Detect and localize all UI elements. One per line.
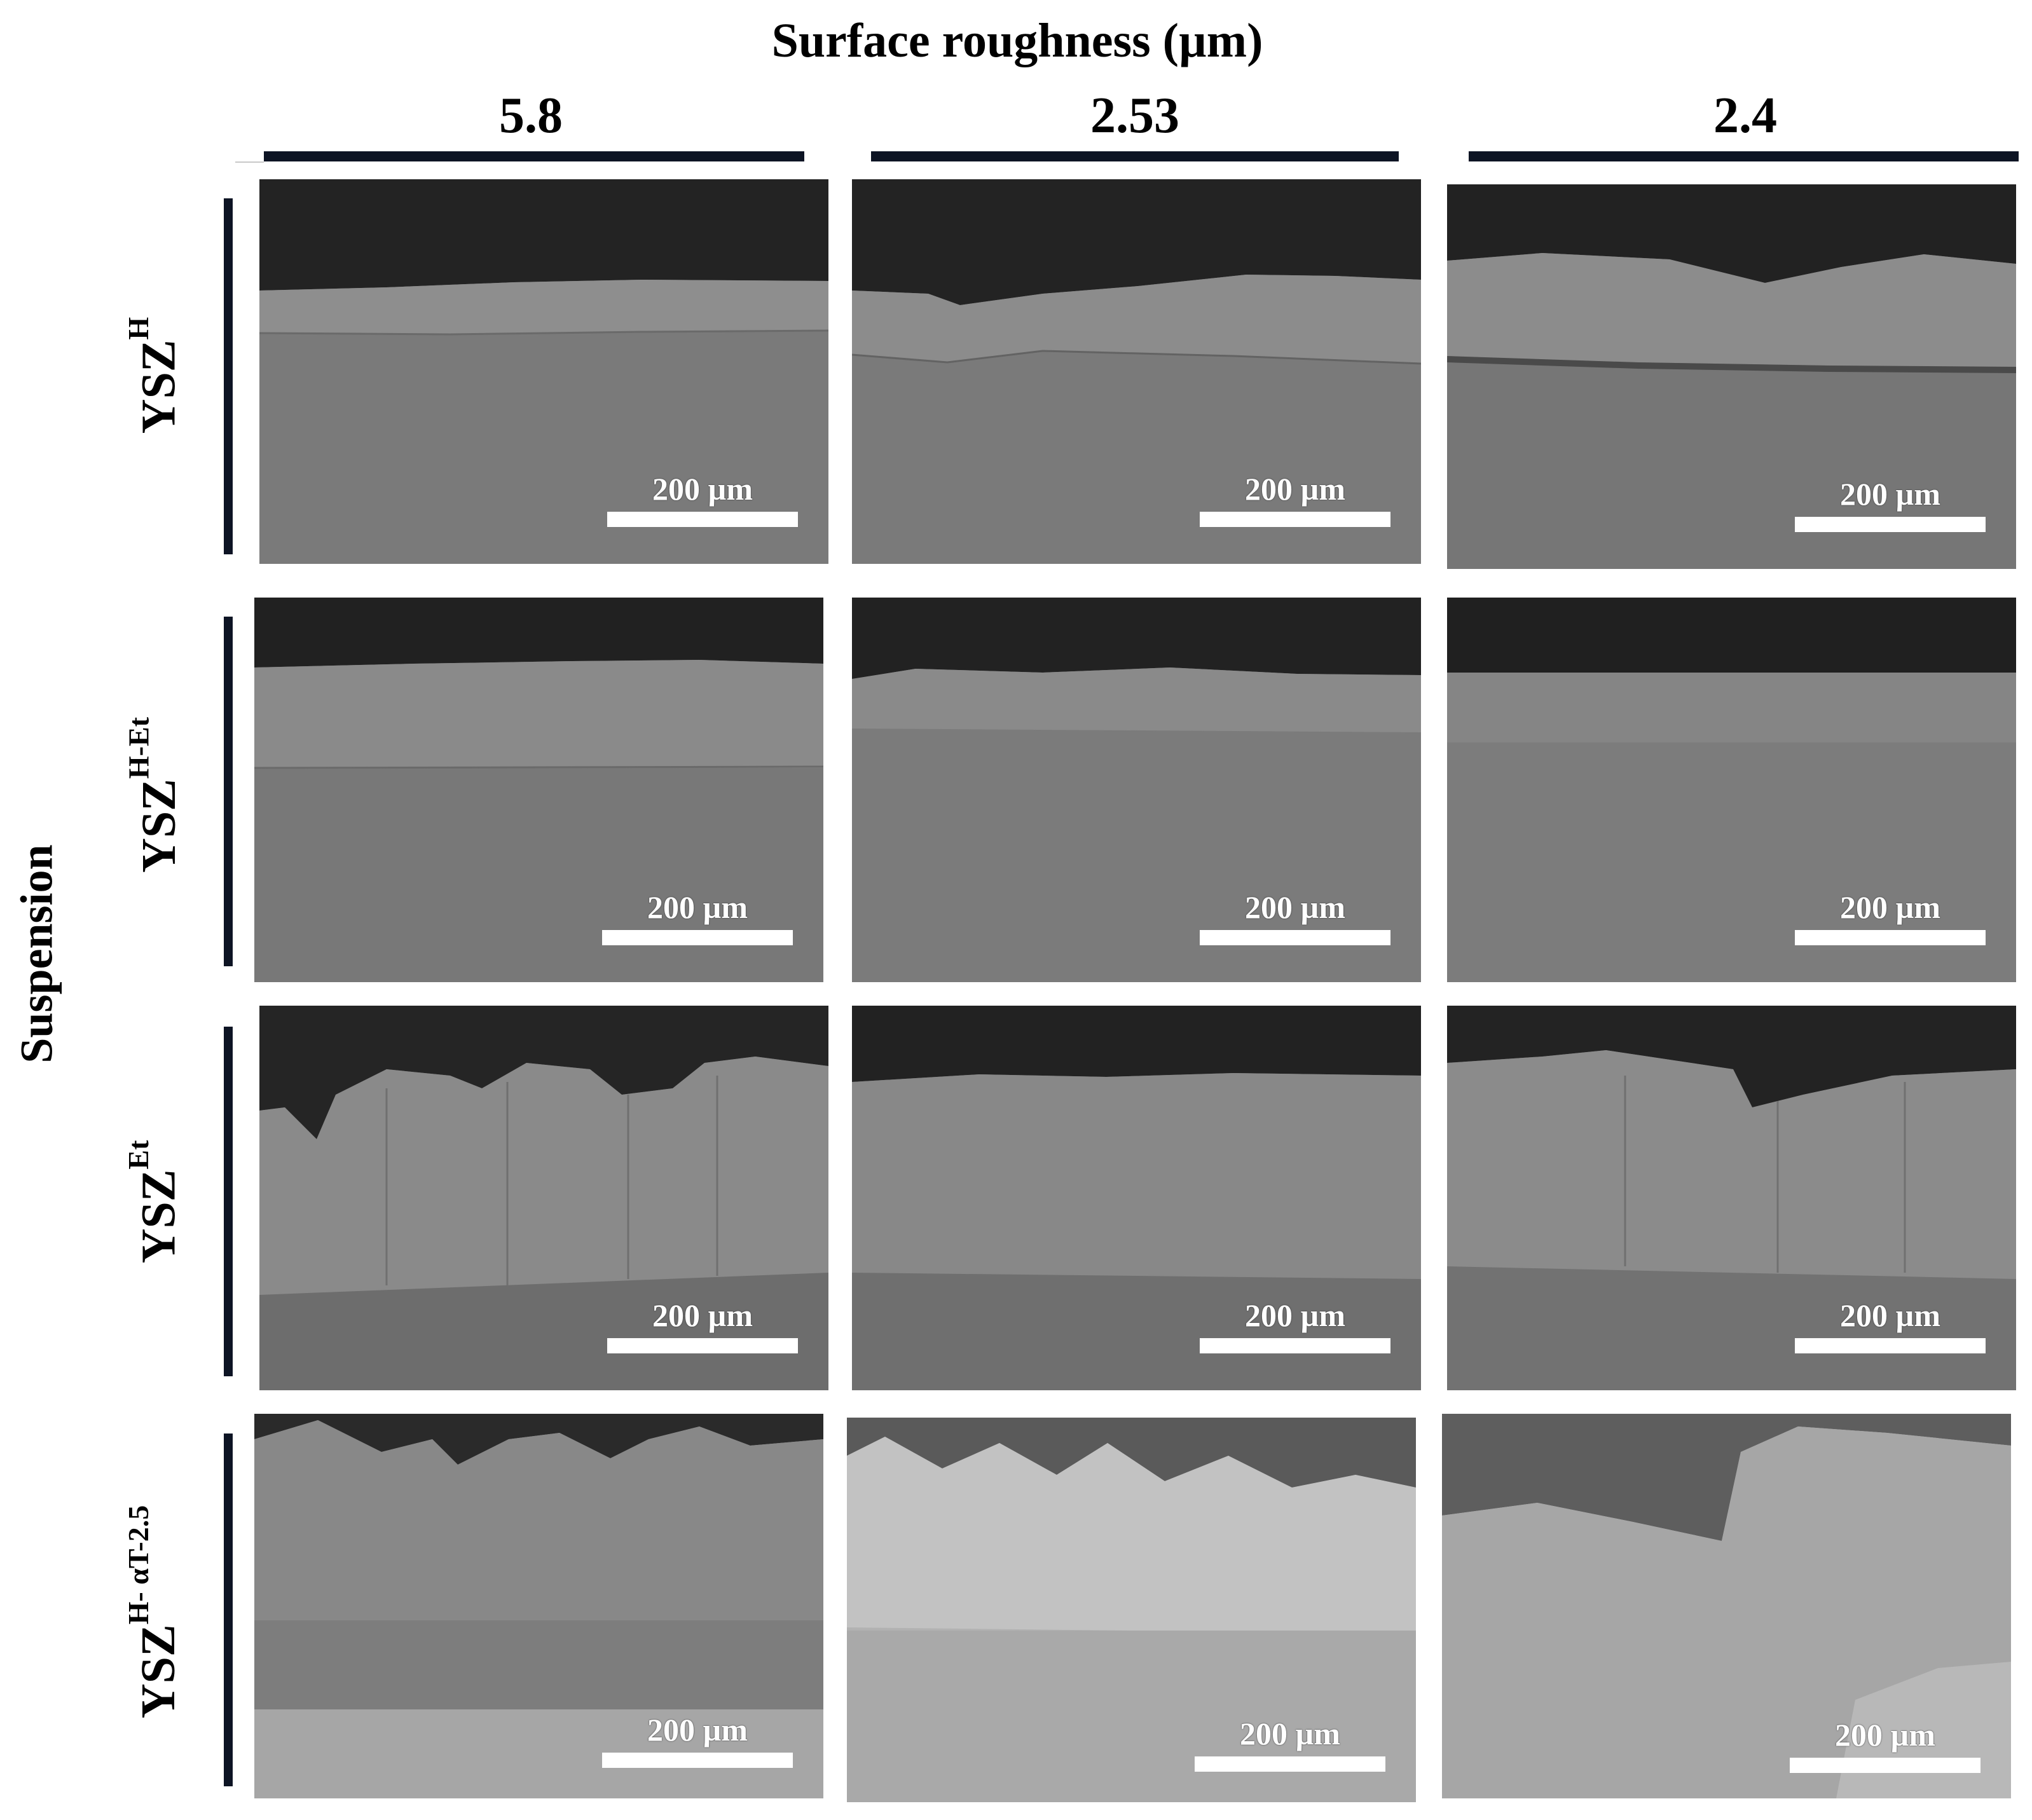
row-bar-3 — [224, 1027, 233, 1376]
row-label-2-sup: H-Et — [122, 716, 155, 779]
scale-bar-label: 200 µm — [1240, 1716, 1340, 1751]
column-header-3: 2.4 — [1713, 88, 1777, 144]
scale-bar-label: 200 µm — [1835, 1717, 1935, 1753]
scale-bar-line — [607, 1338, 798, 1353]
scale-bar-line — [607, 512, 798, 527]
scale-bar-line — [1795, 930, 1986, 945]
scale-bar-line — [1795, 1338, 1986, 1353]
sem-panel-r1-c3: 200 µm — [1447, 184, 2016, 569]
scale-bar: 200 µm — [1200, 888, 1390, 945]
scale-bar: 200 µm — [607, 470, 798, 527]
row-bar-4 — [224, 1433, 233, 1786]
row-label-4-sup: H- αT-2.5 — [122, 1505, 155, 1624]
sem-panel-r3-c3: 200 µm — [1447, 1006, 2016, 1390]
row-label-4-base: YSZ — [132, 1624, 186, 1718]
sem-image — [1447, 184, 2016, 569]
scale-bar: 200 µm — [1795, 475, 1986, 532]
scale-bar-label: 200 µm — [647, 1712, 748, 1748]
figure-title: Surface roughness (µm) — [771, 14, 1263, 67]
row-label-3-sup: Et — [122, 1140, 155, 1170]
scale-bar-label: 200 µm — [647, 889, 748, 925]
scale-bar: 200 µm — [1790, 1716, 1981, 1773]
row-label-2-base: YSZ — [132, 778, 186, 873]
column-bar-3 — [1469, 151, 2019, 161]
row-label-3-base: YSZ — [132, 1169, 186, 1263]
scale-bar-label: 200 µm — [652, 1297, 753, 1333]
sem-panel-r2-c1: 200 µm — [254, 598, 823, 982]
sem-panel-r1-c1: 200 µm — [259, 179, 828, 564]
scale-bar-line — [602, 1753, 793, 1768]
sem-panel-r2-c2: 200 µm — [852, 598, 1421, 982]
suspension-label-text: Suspension — [11, 844, 62, 1064]
scale-bar: 200 µm — [607, 1296, 798, 1353]
scale-bar-line — [1795, 517, 1986, 532]
sem-panel-r1-c2: 200 µm — [852, 179, 1421, 564]
sem-image — [254, 598, 823, 982]
scale-bar: 200 µm — [1795, 888, 1986, 945]
scale-bar-label: 200 µm — [1245, 471, 1345, 507]
row-label-1-base: YSZ — [132, 339, 186, 434]
suspension-axis-label: Suspension — [11, 826, 62, 1081]
scale-bar-label: 200 µm — [1840, 889, 1940, 925]
row-label-2: YSZH-Et — [122, 604, 191, 985]
scale-bar: 200 µm — [1195, 1714, 1385, 1772]
scale-bar: 200 µm — [1795, 1296, 1986, 1353]
sem-image — [1447, 598, 2016, 982]
column-header-2: 2.53 — [1090, 88, 1179, 144]
column-bar-2 — [871, 151, 1399, 161]
scale-bar: 200 µm — [602, 888, 793, 945]
sem-image — [847, 1418, 1416, 1802]
scale-bar-label: 200 µm — [1245, 1297, 1345, 1333]
sem-panel-r3-c2: 200 µm — [852, 1006, 1421, 1390]
row-label-4: YSZH- αT-2.5 — [122, 1421, 191, 1802]
sem-panel-r3-c1: 200 µm — [259, 1006, 828, 1390]
sem-image — [852, 598, 1421, 982]
sem-image — [852, 179, 1421, 564]
row-label-3: YSZEt — [122, 1011, 191, 1392]
row-bar-2 — [224, 617, 233, 966]
sem-panel-r4-c2: 200 µm — [847, 1418, 1416, 1802]
row-label-1-sup: H — [122, 317, 155, 339]
scale-bar: 200 µm — [1200, 1296, 1390, 1353]
scale-bar-line — [602, 930, 793, 945]
scale-bar-line — [1790, 1758, 1981, 1773]
scale-bar-line — [1200, 930, 1390, 945]
scale-bar: 200 µm — [1200, 470, 1390, 527]
column-header-1: 5.8 — [499, 88, 563, 144]
sem-image — [259, 1006, 828, 1390]
scale-bar-line — [1195, 1756, 1385, 1772]
sem-panel-r4-c1: 200 µm — [254, 1414, 823, 1798]
sem-image — [1442, 1414, 2011, 1798]
sem-image — [254, 1414, 823, 1798]
row-label-1: YSZH — [122, 184, 191, 566]
sem-panel-r4-c3: 200 µm — [1442, 1414, 2011, 1798]
scale-bar-label: 200 µm — [1840, 1297, 1940, 1333]
column-bar-1 — [264, 151, 804, 161]
sem-image — [852, 1006, 1421, 1390]
scale-bar-label: 200 µm — [1840, 476, 1940, 512]
row-bar-1 — [224, 198, 233, 554]
scale-bar: 200 µm — [602, 1711, 793, 1768]
scale-bar-line — [1200, 512, 1390, 527]
scale-bar-label: 200 µm — [652, 471, 753, 507]
sem-image — [1447, 1006, 2016, 1390]
sem-image — [259, 179, 828, 564]
scale-bar-line — [1200, 1338, 1390, 1353]
scale-bar-label: 200 µm — [1245, 889, 1345, 925]
sem-panel-r2-c3: 200 µm — [1447, 598, 2016, 982]
column-bar-accent — [235, 161, 264, 163]
